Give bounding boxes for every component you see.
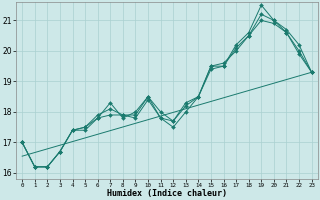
- X-axis label: Humidex (Indice chaleur): Humidex (Indice chaleur): [107, 189, 227, 198]
